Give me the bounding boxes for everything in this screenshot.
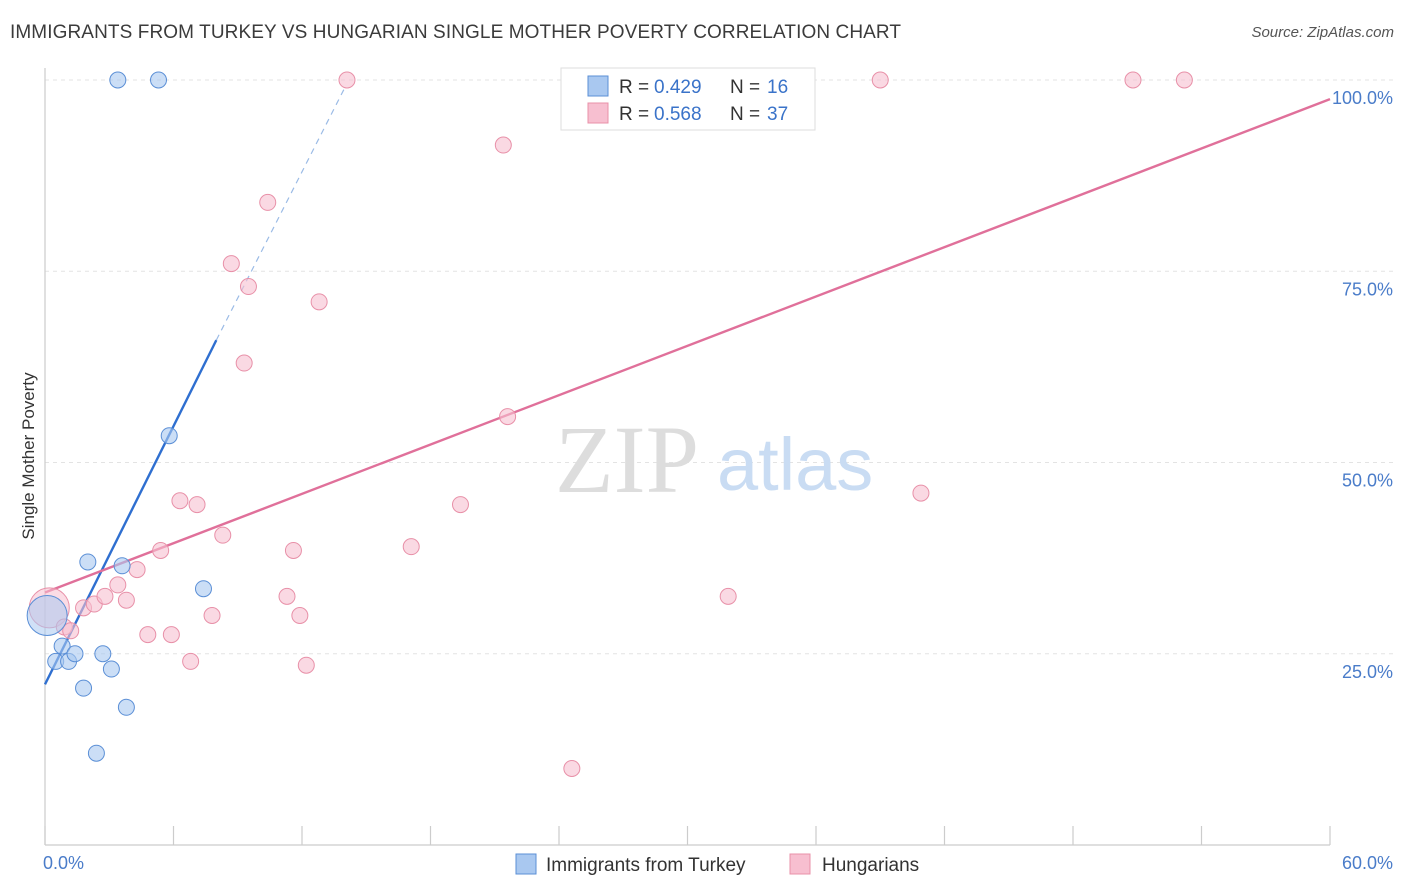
bottom-legend-label-hungarians: Hungarians bbox=[822, 855, 919, 876]
data-point-hungarians bbox=[1124, 71, 1142, 89]
data-point-turkey bbox=[109, 71, 127, 89]
legend-n-value-hungarians: 37 bbox=[767, 104, 788, 125]
data-point-hungarians bbox=[162, 626, 180, 644]
data-point-hungarians bbox=[259, 193, 277, 211]
data-point-hungarians bbox=[494, 136, 512, 154]
data-point-turkey bbox=[113, 557, 131, 575]
data-point-hungarians bbox=[1175, 71, 1193, 89]
data-point-hungarians bbox=[297, 656, 315, 674]
data-point-hungarians bbox=[109, 576, 127, 594]
x-tick-label-max: 60.0% bbox=[1342, 853, 1393, 873]
trend-line-hungarians bbox=[44, 98, 1331, 594]
data-point-turkey bbox=[194, 580, 212, 598]
data-point-hungarians bbox=[152, 541, 170, 559]
data-point-hungarians bbox=[62, 622, 80, 640]
data-point-hungarians bbox=[239, 278, 257, 296]
x-tick-marks bbox=[44, 826, 1331, 845]
data-point-turkey bbox=[79, 553, 97, 571]
data-point-hungarians bbox=[284, 541, 302, 559]
y-tick-label: 100.0% bbox=[1332, 88, 1393, 108]
data-points bbox=[26, 71, 1193, 777]
y-axis-label: Single Mother Poverty bbox=[19, 372, 38, 540]
data-point-hungarians bbox=[563, 760, 581, 777]
data-point-hungarians bbox=[719, 587, 737, 605]
legend: R = 0.429 N = 16 R = 0.568 N = 37 bbox=[560, 67, 816, 131]
data-point-turkey bbox=[26, 595, 68, 636]
chart-title: IMMIGRANTS FROM TURKEY VS HUNGARIAN SING… bbox=[10, 22, 902, 43]
data-point-hungarians bbox=[222, 255, 240, 273]
data-point-turkey bbox=[66, 645, 84, 663]
bottom-legend-swatch-hungarians bbox=[789, 853, 811, 875]
y-tick-labels: 25.0% 50.0% 75.0% 100.0% bbox=[1332, 88, 1393, 682]
x-tick-label-min: 0.0% bbox=[43, 853, 84, 873]
data-point-hungarians bbox=[235, 354, 253, 372]
y-tick-label: 50.0% bbox=[1342, 471, 1393, 491]
data-point-hungarians bbox=[451, 496, 469, 514]
legend-n-value-turkey: 16 bbox=[767, 77, 788, 98]
data-point-hungarians bbox=[499, 408, 517, 426]
data-point-hungarians bbox=[128, 561, 146, 579]
trend-lines bbox=[43, 87, 1331, 685]
data-point-hungarians bbox=[402, 538, 420, 556]
data-point-hungarians bbox=[871, 71, 889, 89]
data-point-hungarians bbox=[203, 607, 221, 624]
data-point-hungarians bbox=[171, 492, 189, 510]
data-point-turkey bbox=[150, 71, 168, 89]
legend-n-label-turkey: N = bbox=[730, 77, 760, 98]
data-point-hungarians bbox=[188, 496, 206, 514]
legend-r-label-hungarians: R = bbox=[619, 104, 649, 125]
data-point-hungarians bbox=[338, 71, 356, 89]
data-point-hungarians bbox=[912, 484, 930, 502]
data-point-hungarians bbox=[278, 587, 296, 605]
data-point-hungarians bbox=[310, 293, 328, 311]
data-point-hungarians bbox=[214, 526, 232, 544]
legend-swatch-turkey bbox=[587, 75, 609, 97]
data-point-turkey bbox=[53, 637, 71, 655]
bottom-legend-label-turkey: Immigrants from Turkey bbox=[546, 855, 746, 876]
data-point-turkey bbox=[102, 660, 120, 678]
data-point-hungarians bbox=[182, 652, 200, 670]
data-point-turkey bbox=[117, 698, 135, 716]
data-point-turkey bbox=[94, 645, 112, 663]
trend-line-extension-turkey bbox=[215, 87, 346, 341]
data-point-turkey bbox=[87, 744, 105, 762]
watermark-zip: ZIP bbox=[555, 406, 699, 513]
gridlines bbox=[45, 79, 1393, 655]
data-point-hungarians bbox=[117, 591, 135, 609]
watermark-atlas: atlas bbox=[717, 423, 873, 506]
data-point-hungarians bbox=[139, 626, 157, 644]
data-point-hungarians bbox=[291, 607, 309, 624]
data-point-turkey bbox=[160, 427, 178, 445]
legend-r-label-turkey: R = bbox=[619, 77, 649, 98]
legend-r-value-turkey: 0.429 bbox=[654, 77, 702, 98]
y-tick-label: 25.0% bbox=[1342, 662, 1393, 682]
legend-r-value-hungarians: 0.568 bbox=[654, 104, 702, 125]
y-tick-label: 75.0% bbox=[1342, 279, 1393, 299]
legend-swatch-hungarians bbox=[587, 102, 609, 124]
bottom-legend-swatch-turkey bbox=[515, 853, 537, 875]
chart-source: Source: ZipAtlas.com bbox=[1251, 24, 1394, 41]
bottom-legend: Immigrants from Turkey Hungarians bbox=[515, 853, 919, 876]
data-point-turkey bbox=[75, 679, 93, 697]
data-point-hungarians bbox=[96, 587, 114, 605]
legend-n-label-hungarians: N = bbox=[730, 104, 760, 125]
